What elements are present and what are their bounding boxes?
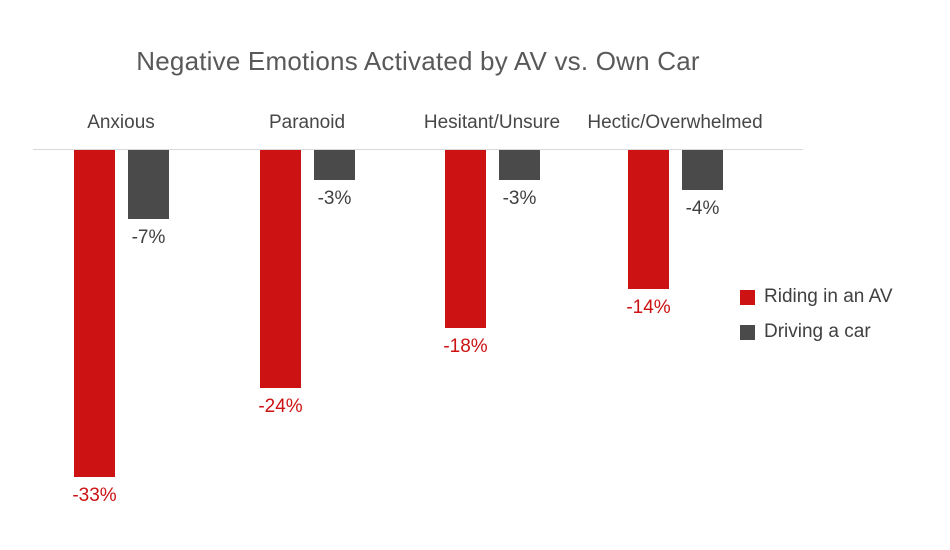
bar-value-label: -24% bbox=[258, 396, 303, 417]
bar-value-label: -3% bbox=[317, 188, 352, 209]
bar-value-label: -7% bbox=[131, 227, 166, 248]
bar-value-label: -14% bbox=[626, 297, 671, 318]
category-label: Hesitant/Unsure bbox=[423, 112, 561, 133]
legend: Riding in an AV Driving a car bbox=[740, 286, 893, 356]
bar-value-label: -4% bbox=[685, 198, 720, 219]
category-label: Anxious bbox=[87, 112, 155, 133]
bar-value-label: -18% bbox=[443, 336, 488, 357]
bar bbox=[128, 150, 169, 219]
bar bbox=[499, 150, 540, 180]
legend-item-riding-in-an-av: Riding in an AV bbox=[740, 286, 893, 308]
x-axis-line bbox=[33, 149, 803, 150]
bar bbox=[314, 150, 355, 180]
category-label: Paranoid bbox=[268, 112, 346, 133]
bar bbox=[260, 150, 301, 388]
chart-title: Negative Emotions Activated by AV vs. Ow… bbox=[136, 46, 700, 76]
bar bbox=[682, 150, 723, 190]
legend-swatch-av-icon bbox=[740, 289, 755, 305]
legend-label-av: Riding in an AV bbox=[764, 286, 893, 307]
bar bbox=[74, 150, 115, 477]
bar bbox=[628, 150, 669, 289]
bar bbox=[445, 150, 486, 328]
legend-item-driving-a-car: Driving a car bbox=[740, 321, 893, 343]
bar-value-label: -33% bbox=[72, 485, 117, 506]
bar-value-label: -3% bbox=[502, 188, 537, 209]
legend-label-car: Driving a car bbox=[764, 321, 871, 342]
category-label: Hectic/Overwhelmed bbox=[587, 112, 763, 133]
legend-swatch-car-icon bbox=[740, 324, 755, 340]
